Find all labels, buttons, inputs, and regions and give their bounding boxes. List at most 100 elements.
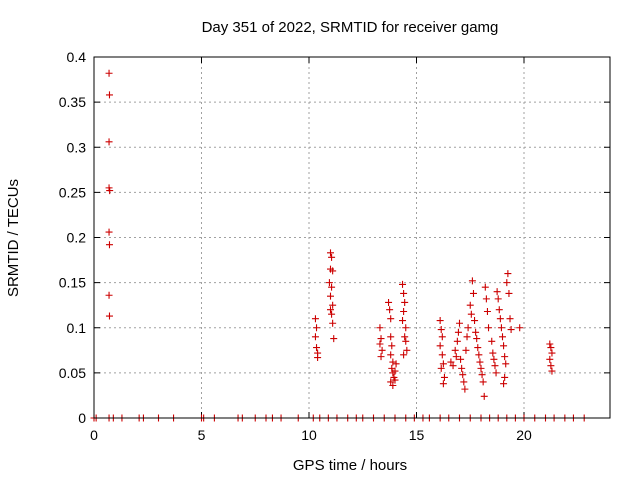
data-point-marker bbox=[503, 279, 511, 287]
data-point-marker bbox=[456, 319, 463, 327]
data-point-marker bbox=[494, 295, 502, 303]
data-point-marker bbox=[376, 324, 384, 332]
y-tick-label: 0.2 bbox=[67, 230, 87, 246]
data-point-marker bbox=[439, 360, 447, 368]
data-point-marker bbox=[472, 328, 480, 336]
y-tick-label: 0.25 bbox=[59, 184, 86, 200]
data-point-marker bbox=[500, 380, 508, 388]
x-tick-label: 0 bbox=[90, 427, 98, 443]
data-point-marker bbox=[391, 376, 399, 384]
y-tick-label: 0.15 bbox=[59, 275, 86, 291]
data-point-marker bbox=[461, 385, 469, 393]
data-point-marker bbox=[328, 283, 336, 291]
y-axis-ticks: 0 0.05 0.1 0.15 0.2 0.25 0.3 0.35 0.4 bbox=[59, 49, 610, 426]
data-point-marker bbox=[516, 324, 524, 332]
data-point-marker bbox=[329, 267, 337, 275]
data-point-marker bbox=[400, 351, 408, 359]
data-point-marker bbox=[385, 298, 393, 306]
data-point-marker bbox=[452, 353, 460, 361]
data-point-marker bbox=[505, 289, 513, 297]
data-point-marker bbox=[501, 353, 509, 361]
data-point-marker bbox=[493, 288, 501, 296]
data-point-marker bbox=[468, 277, 476, 285]
data-point-marker bbox=[386, 306, 394, 314]
y-axis-label: SRMTID / TECUs bbox=[5, 179, 22, 297]
data-point-marker bbox=[449, 362, 457, 370]
plot-border bbox=[93, 56, 611, 419]
data-point-marker bbox=[378, 346, 386, 354]
data-point-marker bbox=[500, 342, 508, 350]
data-point-marker bbox=[489, 349, 497, 357]
data-point-marker bbox=[460, 378, 468, 386]
data-point-marker bbox=[438, 351, 446, 359]
x-axis-label: GPS time / hours bbox=[293, 457, 407, 474]
data-point-marker bbox=[496, 315, 504, 323]
y-tick-label: 0.35 bbox=[59, 94, 86, 110]
y-tick-label: 0.1 bbox=[67, 320, 87, 336]
data-point-marker bbox=[548, 367, 556, 375]
data-point-marker bbox=[473, 335, 481, 343]
data-point-marker bbox=[391, 367, 399, 375]
data-markers bbox=[90, 69, 588, 422]
data-point-marker bbox=[447, 358, 455, 366]
data-point-marker bbox=[469, 289, 477, 297]
data-point-marker bbox=[387, 351, 395, 359]
data-point-marker bbox=[482, 295, 490, 303]
data-point-marker bbox=[436, 342, 444, 350]
x-tick-label: 20 bbox=[516, 427, 532, 443]
data-point-marker bbox=[439, 380, 447, 388]
data-point-marker bbox=[105, 69, 113, 77]
data-point-marker bbox=[478, 371, 486, 379]
data-point-marker bbox=[400, 289, 408, 297]
data-point-marker bbox=[399, 280, 407, 288]
data-point-marker bbox=[401, 333, 409, 341]
data-point-marker bbox=[451, 346, 459, 354]
data-point-marker bbox=[495, 306, 503, 314]
data-point-marker bbox=[389, 358, 397, 366]
data-point-marker bbox=[376, 340, 384, 348]
data-point-marker bbox=[477, 364, 485, 372]
data-point-marker bbox=[499, 333, 506, 341]
data-point-marker bbox=[440, 373, 448, 381]
data-point-marker bbox=[327, 306, 334, 314]
data-point-marker bbox=[459, 371, 467, 379]
data-point-marker bbox=[327, 249, 334, 257]
x-tick-label: 5 bbox=[198, 427, 206, 443]
data-point-marker bbox=[466, 301, 474, 309]
data-point-marker bbox=[475, 351, 483, 359]
data-point-marker bbox=[327, 292, 334, 300]
data-point-marker bbox=[387, 378, 395, 386]
data-point-marker bbox=[481, 283, 489, 291]
data-point-marker bbox=[105, 312, 113, 320]
data-point-marker bbox=[490, 355, 498, 363]
x-axis-ticks: 0 5 10 15 20 bbox=[90, 57, 532, 443]
data-point-marker bbox=[546, 340, 554, 348]
data-point-marker bbox=[458, 364, 466, 372]
data-point-marker bbox=[313, 344, 321, 352]
data-point-marker bbox=[491, 362, 499, 370]
data-point-marker bbox=[501, 373, 509, 381]
data-point-marker bbox=[387, 333, 395, 341]
data-point-marker bbox=[436, 317, 444, 325]
x-tick-label: 10 bbox=[301, 427, 317, 443]
data-point-marker bbox=[400, 308, 408, 316]
data-point-marker bbox=[377, 353, 385, 361]
data-point-marker bbox=[471, 317, 479, 325]
data-point-marker bbox=[329, 319, 337, 327]
data-point-marker bbox=[479, 378, 487, 386]
y-tick-label: 0.05 bbox=[59, 365, 86, 381]
grid-lines bbox=[94, 57, 610, 418]
data-point-marker bbox=[437, 326, 445, 334]
data-point-marker bbox=[105, 138, 113, 146]
data-point-marker bbox=[399, 317, 407, 325]
data-point-marker bbox=[506, 315, 514, 323]
data-point-marker bbox=[502, 360, 510, 368]
data-point-marker bbox=[485, 324, 493, 332]
y-tick-label: 0.3 bbox=[67, 139, 87, 155]
data-point-marker bbox=[492, 369, 500, 377]
data-point-marker bbox=[325, 279, 333, 287]
y-tick-label: 0.4 bbox=[67, 49, 87, 65]
data-point-marker bbox=[105, 291, 113, 299]
data-point-marker bbox=[329, 301, 337, 309]
